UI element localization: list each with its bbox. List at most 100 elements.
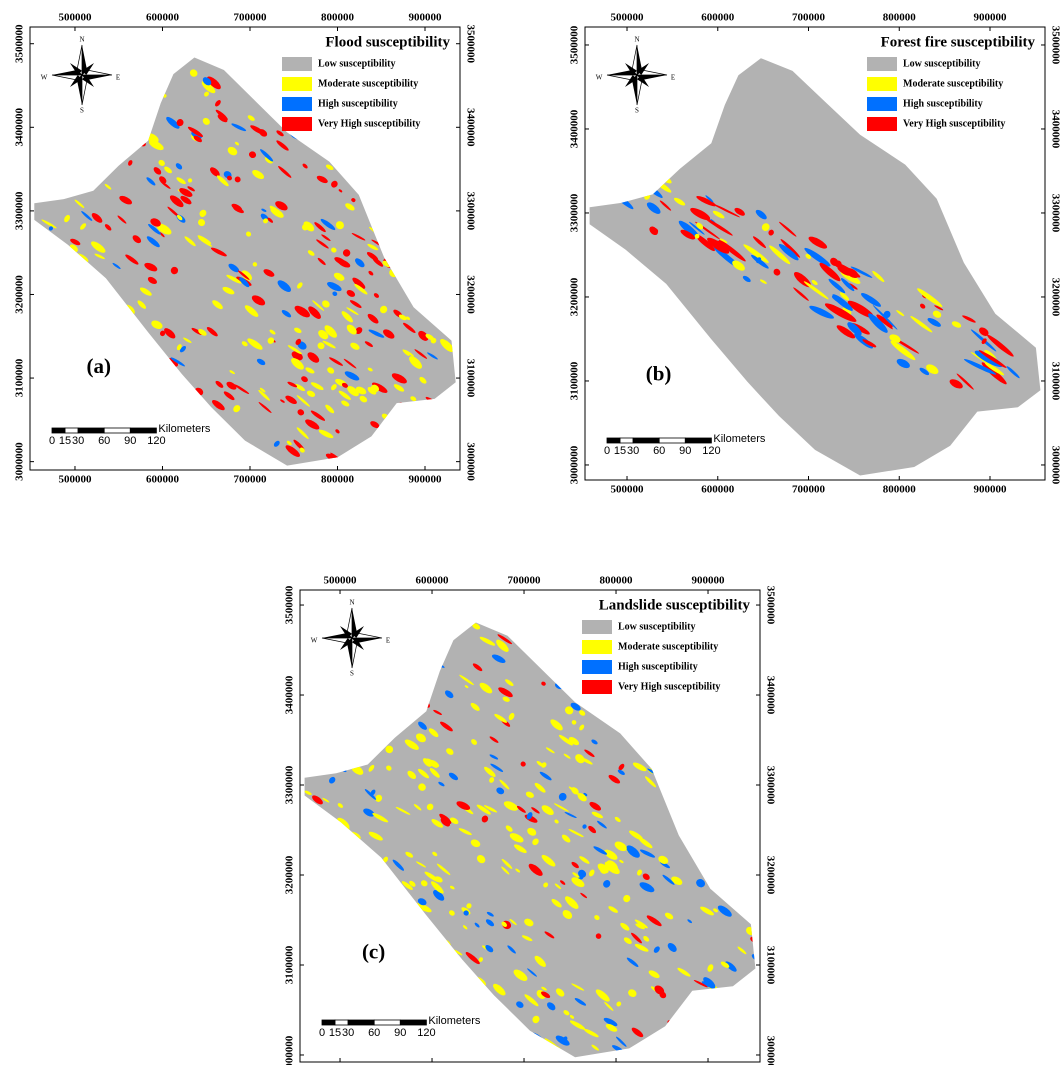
compass-label: N: [349, 599, 354, 607]
susceptibility-patch: [564, 607, 581, 623]
susceptibility-patch: [112, 304, 124, 315]
x-tick-label: 800000: [321, 474, 355, 486]
legend-swatch: [282, 77, 312, 91]
legend-label: Moderate susceptibility: [903, 78, 1003, 89]
susceptibility-patch: [303, 814, 316, 826]
susceptibility-patch: [339, 612, 346, 618]
susceptibility-patch: [498, 616, 508, 626]
susceptibility-patch: [372, 683, 390, 699]
legend-label: Low susceptibility: [318, 58, 396, 69]
legend-swatch: [582, 660, 612, 674]
susceptibility-patch: [437, 170, 454, 185]
y-tick-label: 3000000: [764, 1036, 776, 1065]
susceptibility-patch: [708, 787, 723, 801]
susceptibility-patch: [432, 75, 440, 84]
susceptibility-patch: [722, 746, 735, 758]
susceptibility-patch: [101, 117, 107, 123]
susceptibility-patch: [300, 805, 315, 820]
susceptibility-patch: [149, 356, 162, 369]
susceptibility-patch: [634, 707, 644, 717]
susceptibility-patch: [359, 981, 364, 985]
susceptibility-patch: [405, 919, 414, 928]
susceptibility-patch: [305, 702, 321, 716]
susceptibility-patch: [404, 252, 413, 261]
susceptibility-patch: [431, 631, 442, 641]
scale-label: 30: [342, 1027, 354, 1039]
susceptibility-patch: [32, 135, 43, 146]
susceptibility-patch: [483, 1004, 491, 1011]
susceptibility-patch: [423, 280, 436, 292]
susceptibility-patch: [365, 1051, 375, 1061]
x-tick-label: 500000: [324, 575, 358, 587]
susceptibility-patch: [621, 163, 652, 183]
scale-segment: [335, 1020, 348, 1025]
susceptibility-patch: [300, 663, 315, 678]
susceptibility-patch: [722, 658, 732, 668]
susceptibility-patch: [625, 1048, 633, 1055]
susceptibility-patch: [311, 666, 324, 675]
legend-label: High susceptibility: [318, 98, 398, 109]
susceptibility-patch: [153, 458, 166, 470]
susceptibility-patch: [518, 622, 533, 634]
susceptibility-patch: [49, 163, 64, 173]
susceptibility-patch: [343, 995, 360, 1007]
legend-swatch: [582, 620, 612, 634]
legend-label: High susceptibility: [618, 661, 698, 672]
legend-swatch: [582, 680, 612, 694]
susceptibility-patch: [428, 659, 445, 669]
x-tick-label: 600000: [701, 484, 735, 496]
susceptibility-patch: [360, 905, 365, 909]
susceptibility-patch: [396, 915, 406, 923]
susceptibility-patch: [362, 748, 373, 758]
scale-label: 30: [72, 435, 84, 447]
susceptibility-patch: [362, 705, 371, 713]
susceptibility-patch: [686, 1032, 700, 1043]
susceptibility-patch: [78, 137, 91, 147]
susceptibility-patch: [632, 154, 645, 165]
x-tick-label: 700000: [233, 474, 267, 486]
susceptibility-patch: [385, 957, 398, 968]
susceptibility-patch: [394, 428, 408, 441]
scale-unit: Kilometers: [158, 423, 210, 435]
susceptibility-patch: [393, 631, 402, 639]
legend-swatch: [867, 117, 897, 131]
legend-label: Moderate susceptibility: [618, 641, 718, 652]
scale-segment: [65, 428, 78, 433]
y-tick-label: 3100000: [284, 945, 296, 984]
susceptibility-patch: [372, 675, 380, 683]
susceptibility-patch: [402, 258, 417, 272]
susceptibility-patch: [665, 736, 676, 746]
y-tick-label: 3300000: [464, 192, 476, 231]
susceptibility-patch: [737, 742, 747, 752]
legend-swatch: [867, 57, 897, 71]
scale-segment: [620, 438, 633, 443]
susceptibility-patch: [402, 646, 418, 656]
y-tick-label: 3400000: [284, 675, 296, 714]
susceptibility-patch: [322, 1000, 339, 1013]
susceptibility-patch: [664, 1032, 672, 1040]
susceptibility-patch: [397, 400, 415, 415]
susceptibility-patch: [145, 417, 152, 425]
y-tick-label: 3400000: [569, 109, 581, 148]
susceptibility-patch: [438, 393, 455, 409]
susceptibility-patch: [305, 621, 315, 630]
susceptibility-patch: [267, 48, 274, 55]
legend-label: Very High susceptibility: [903, 118, 1005, 129]
legend-label: Very High susceptibility: [318, 118, 420, 129]
y-tick-label: 3500000: [1049, 26, 1061, 65]
susceptibility-patch: [78, 129, 84, 134]
scale-segment: [52, 428, 65, 433]
susceptibility-patch: [315, 1049, 330, 1062]
susceptibility-patch: [427, 70, 435, 77]
susceptibility-patch: [440, 90, 453, 102]
scale-segment: [104, 428, 130, 433]
susceptibility-patch: [203, 455, 211, 463]
susceptibility-patch: [109, 52, 124, 67]
susceptibility-patch: [607, 147, 621, 159]
susceptibility-patch: [91, 310, 104, 320]
susceptibility-patch: [64, 52, 75, 63]
susceptibility-patch: [432, 192, 448, 208]
susceptibility-patch: [415, 1047, 428, 1058]
susceptibility-patch: [397, 229, 406, 237]
x-tick-label: 600000: [146, 12, 180, 24]
